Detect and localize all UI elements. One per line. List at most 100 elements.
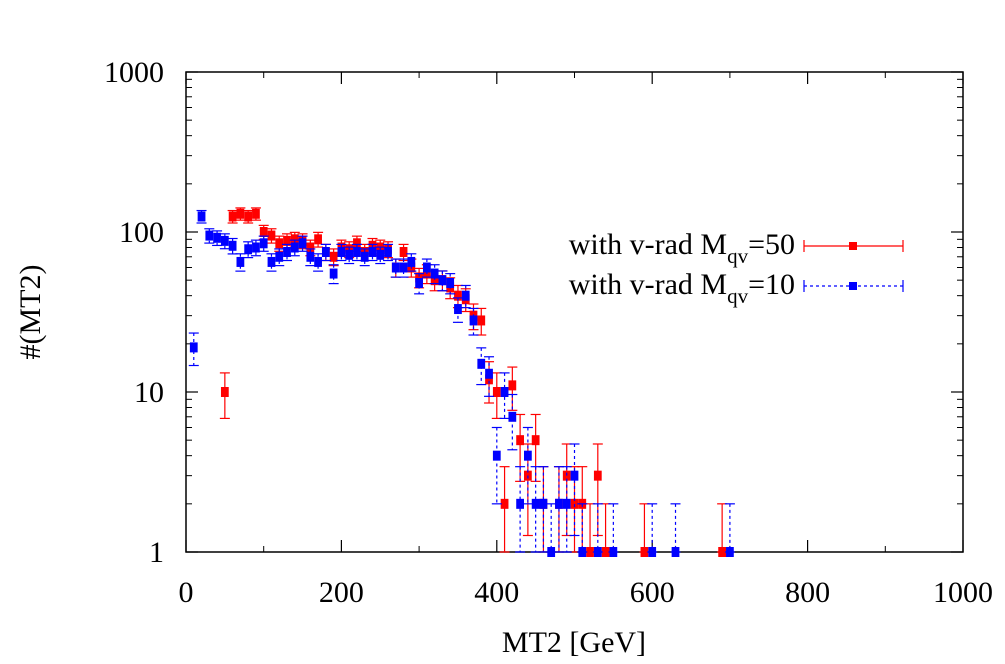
data-point: [329, 251, 338, 262]
data-point: [252, 208, 260, 219]
data-point: [283, 246, 291, 257]
data-point: [306, 242, 315, 253]
data-point: [531, 498, 540, 509]
data-point: [477, 358, 486, 369]
data-point: [492, 450, 501, 461]
data-point: [213, 232, 221, 243]
x-tick-label: 800: [785, 576, 830, 609]
y-tick-label: 10: [134, 376, 164, 409]
data-point: [415, 278, 423, 289]
data-point: [570, 470, 579, 481]
axis-ticks: [185, 71, 964, 553]
data-point: [407, 256, 416, 267]
data-point: [648, 547, 657, 557]
data-point: [391, 262, 400, 273]
x-axis-title: MT2 [GeV]: [502, 626, 646, 659]
data-point: [384, 246, 392, 257]
axis-tick-labels: 0 200 400 600 800 1000 1 10 100 1000: [104, 56, 993, 609]
data-point: [360, 251, 369, 262]
data-point: [236, 208, 245, 219]
data-point: [298, 238, 307, 249]
data-point: [368, 246, 377, 257]
y-tick-label: 1: [149, 536, 164, 569]
x-tick-label: 400: [474, 576, 519, 609]
x-tick-label: 200: [319, 576, 364, 609]
data-point: [454, 304, 462, 315]
data-point: [562, 498, 571, 509]
y-axis-title: #(MT2): [14, 265, 47, 360]
data-point: [376, 249, 385, 260]
data-point: [718, 547, 727, 557]
data-point: [570, 498, 579, 509]
data-point: [283, 235, 291, 246]
data-point: [353, 246, 361, 257]
data-point: [353, 238, 361, 249]
legend-label: with v-rad Mqv=10: [569, 268, 795, 308]
data-point: [422, 262, 431, 273]
data-point: [252, 242, 260, 253]
data-point: [399, 246, 408, 257]
data-point: [469, 315, 478, 326]
data-point: [601, 547, 610, 557]
data-point: [275, 238, 284, 249]
data-point: [337, 246, 346, 257]
data-point: [244, 244, 253, 255]
data-point: [438, 275, 447, 286]
y-tick-label: 1000: [104, 56, 164, 89]
data-point: [189, 342, 198, 353]
data-point: [578, 547, 587, 557]
data-point: [492, 387, 501, 397]
data-point: [500, 387, 509, 397]
series-2: [188, 209, 735, 557]
data-point: [236, 256, 245, 267]
data-point: [259, 238, 268, 249]
data-point: [321, 246, 330, 257]
data-point: [539, 498, 548, 509]
data-point: [345, 249, 354, 260]
y-tick-label: 100: [119, 216, 164, 249]
data-point: [586, 547, 594, 557]
data-point: [461, 290, 470, 301]
data-point: [205, 230, 214, 241]
data-marks: [188, 207, 735, 557]
data-point: [454, 290, 462, 301]
data-point: [593, 470, 602, 481]
data-point: [500, 498, 509, 509]
x-tick-label: 0: [179, 576, 194, 609]
data-point: [275, 251, 284, 262]
data-point: [485, 374, 493, 385]
data-point: [508, 411, 517, 422]
data-point: [259, 227, 268, 237]
data-point: [228, 211, 237, 222]
data-point: [306, 251, 315, 262]
data-point: [228, 240, 237, 251]
data-point: [314, 256, 322, 267]
data-point: [516, 498, 524, 509]
data-point: [477, 315, 486, 326]
data-point: [329, 268, 338, 279]
data-point: [640, 547, 649, 557]
data-point: [314, 234, 322, 245]
data-point: [547, 547, 556, 557]
data-point: [523, 450, 532, 461]
data-point: [726, 547, 734, 557]
data-point: [671, 547, 680, 557]
data-point: [415, 272, 423, 283]
data-point: [609, 547, 618, 557]
legend-marker: [849, 242, 857, 250]
data-point: [508, 380, 517, 391]
data-point: [220, 387, 229, 397]
data-point: [267, 230, 276, 241]
data-point: [593, 547, 602, 557]
data-point: [555, 498, 563, 509]
data-point: [430, 275, 439, 286]
data-point: [516, 435, 524, 446]
data-point: [290, 242, 299, 253]
data-point: [244, 211, 253, 222]
data-point: [399, 262, 408, 273]
legend-marker: [849, 282, 857, 290]
data-point: [446, 278, 455, 289]
data-point: [430, 268, 439, 279]
